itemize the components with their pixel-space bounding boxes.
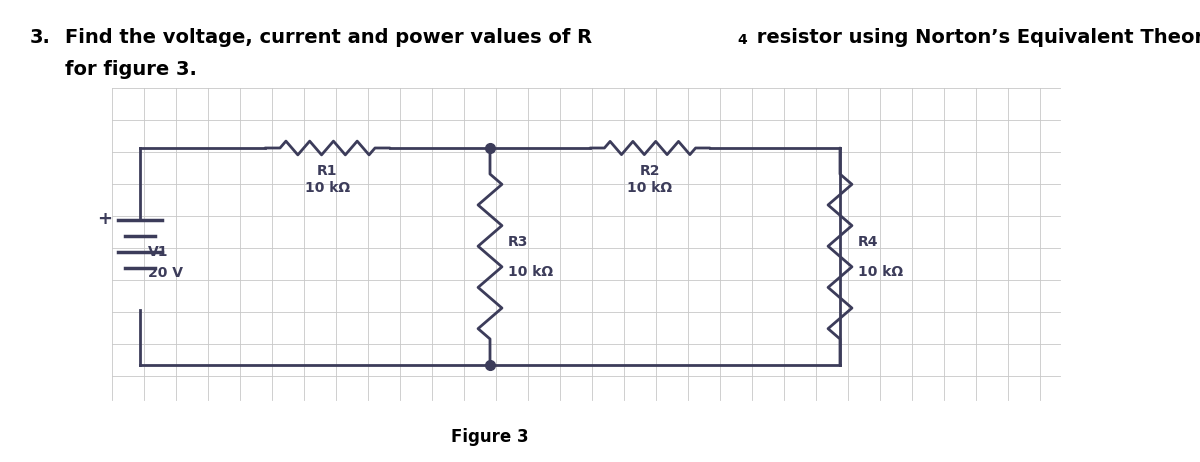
Text: resistor using Norton’s Equivalent Theorem: resistor using Norton’s Equivalent Theor… — [750, 28, 1200, 47]
Text: R3: R3 — [508, 235, 528, 249]
Text: 10 kΩ: 10 kΩ — [508, 265, 553, 279]
Text: Figure 3: Figure 3 — [451, 428, 529, 446]
Text: V1: V1 — [148, 245, 168, 259]
Text: R1: R1 — [317, 164, 337, 178]
Text: +: + — [97, 210, 113, 228]
Text: Find the voltage, current and power values of R: Find the voltage, current and power valu… — [65, 28, 592, 47]
Text: 10 kΩ: 10 kΩ — [305, 181, 350, 195]
Text: 10 kΩ: 10 kΩ — [858, 265, 904, 279]
Text: 20 V: 20 V — [148, 266, 182, 280]
Text: R4: R4 — [858, 235, 878, 249]
Text: R2: R2 — [640, 164, 660, 178]
Text: 4: 4 — [737, 33, 746, 47]
Text: for figure 3.: for figure 3. — [65, 60, 197, 79]
Text: 10 kΩ: 10 kΩ — [628, 181, 672, 195]
Text: 3.: 3. — [30, 28, 50, 47]
